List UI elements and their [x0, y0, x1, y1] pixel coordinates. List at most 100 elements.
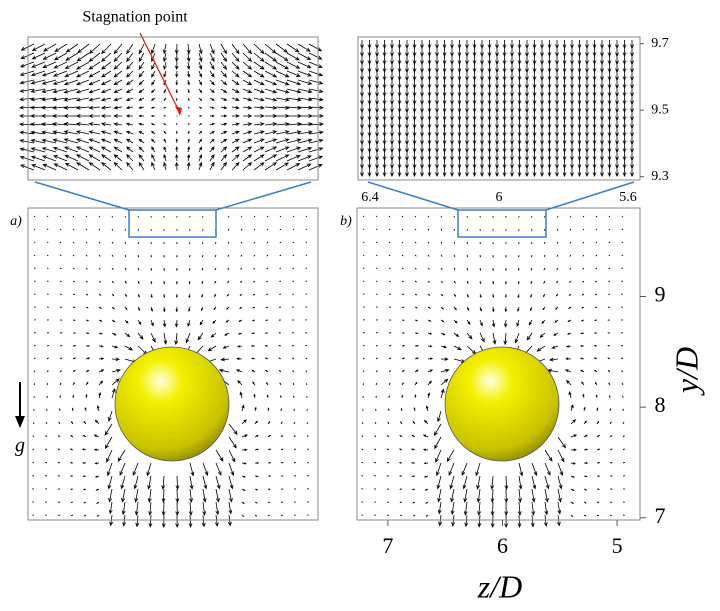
arrow [138, 70, 145, 78]
arrow [399, 514, 403, 517]
arrow [622, 96, 627, 105]
arrow [510, 80, 514, 89]
arrow [292, 370, 295, 373]
x-tick-label: 6.4 [361, 190, 379, 205]
arrow [596, 461, 601, 464]
zoom-box [457, 209, 547, 238]
arrow [69, 448, 74, 451]
arrow [360, 64, 364, 73]
arrow [54, 43, 68, 52]
arrow [280, 514, 284, 516]
arrow [593, 344, 598, 347]
arrow [547, 40, 552, 49]
arrow [111, 280, 114, 284]
arrow [570, 501, 574, 505]
arrow [510, 112, 514, 121]
y-tick-label: 9.5 [651, 102, 669, 117]
arrow [585, 80, 589, 89]
arrow [570, 419, 577, 425]
arrow [583, 514, 587, 517]
sphere [444, 346, 560, 462]
arrow [308, 61, 323, 68]
arrow [198, 52, 203, 63]
arrow [88, 97, 101, 102]
arrow [435, 96, 439, 105]
arrow [577, 144, 582, 153]
arrow [427, 332, 433, 335]
arrow [528, 319, 533, 326]
arrow [111, 267, 114, 271]
arrow [373, 462, 377, 464]
arrow [457, 144, 462, 153]
arrow [487, 104, 492, 113]
arrow [138, 138, 145, 144]
arrow [362, 421, 364, 425]
arrow [446, 449, 455, 462]
arrow [161, 501, 166, 516]
arrow [254, 488, 259, 491]
arrow [562, 96, 567, 105]
arrow [555, 40, 559, 49]
arrow [88, 138, 101, 144]
arrow [46, 395, 48, 399]
arrow [504, 514, 509, 529]
arrow [517, 267, 520, 271]
arrow [495, 136, 499, 145]
arrow [570, 96, 574, 105]
arrow [228, 228, 230, 231]
arrow [622, 475, 626, 477]
arrow [525, 72, 529, 81]
arrow [562, 72, 567, 81]
arrow [96, 405, 100, 412]
arrow [174, 52, 179, 63]
arrow [187, 153, 191, 162]
arrow [414, 241, 417, 244]
arrow [197, 332, 204, 341]
arrow [555, 120, 559, 129]
arrow [465, 144, 469, 153]
arrow [125, 105, 134, 110]
arrow [30, 97, 46, 102]
arrow [609, 434, 613, 438]
arrow [414, 369, 419, 373]
arrow [510, 144, 514, 153]
arrow [150, 106, 156, 109]
arrow [306, 462, 310, 464]
arrow [362, 408, 364, 412]
arrow [88, 79, 101, 86]
arrow [453, 280, 456, 284]
arrow [615, 144, 619, 153]
arrow [450, 152, 454, 161]
arrow [607, 120, 612, 129]
arrow [175, 293, 178, 299]
arrow [495, 112, 499, 121]
arrow [592, 96, 597, 105]
arrow [622, 435, 625, 438]
arrow [187, 79, 190, 86]
arrow [382, 136, 387, 145]
arrow [382, 88, 387, 97]
arrow [215, 449, 224, 462]
arrow [93, 434, 100, 438]
arrow [231, 105, 240, 110]
arrow [132, 462, 139, 476]
arrow [241, 501, 245, 504]
arrow [581, 280, 585, 283]
arrow [386, 514, 390, 516]
arrow [399, 488, 403, 490]
arrow [592, 168, 597, 177]
arrow [491, 319, 496, 328]
arrow [435, 160, 439, 169]
arrow [30, 138, 46, 144]
arrow [264, 357, 269, 360]
arrow [231, 52, 240, 63]
arrow [390, 128, 394, 137]
arrow [75, 105, 90, 110]
arrow [228, 436, 237, 449]
arrow [490, 514, 495, 528]
arrow [440, 357, 449, 361]
arrow [231, 130, 240, 135]
arrow [82, 434, 87, 438]
arrow [215, 501, 220, 516]
arrow [107, 410, 113, 422]
